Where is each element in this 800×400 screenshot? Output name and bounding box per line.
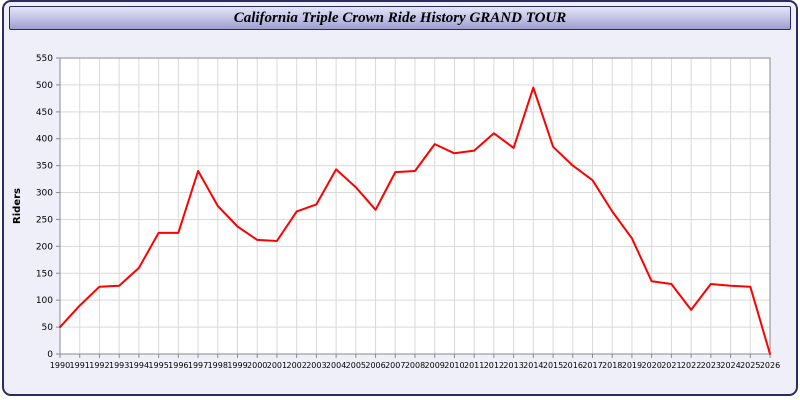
x-tick-label: 2007 <box>385 361 405 370</box>
x-tick-label: 2000 <box>247 361 267 370</box>
x-tick-label: 2001 <box>267 361 287 370</box>
x-tick-label: 1994 <box>129 361 149 370</box>
x-tick-label: 2017 <box>582 361 602 370</box>
y-tick-label: 550 <box>36 54 53 64</box>
x-tick-label: 1996 <box>168 361 188 370</box>
x-tick-label: 2005 <box>346 361 366 370</box>
x-tick-label: 2010 <box>444 361 464 370</box>
y-tick-label: 100 <box>36 296 53 306</box>
x-tick-label: 2021 <box>661 361 681 370</box>
y-tick-label: 50 <box>42 323 54 333</box>
ride-history-line <box>59 86 771 355</box>
x-tick-label: 2023 <box>701 361 721 370</box>
y-tick-label: 300 <box>36 189 53 199</box>
x-tick-label: 2026 <box>760 361 780 370</box>
x-tick-label: 2009 <box>425 361 445 370</box>
x-tick-label: 2003 <box>306 361 326 370</box>
x-tick-label: 2014 <box>523 361 543 370</box>
x-tick-label: 2020 <box>641 361 661 370</box>
plot-border <box>59 57 771 355</box>
x-tick-label: 2006 <box>365 361 385 370</box>
y-tick-label: 200 <box>36 242 53 252</box>
x-tick-label: 2002 <box>286 361 306 370</box>
x-tick-label: 2004 <box>326 361 346 370</box>
x-tick-label: 2018 <box>602 361 622 370</box>
x-tick-label: 2011 <box>464 361 484 370</box>
y-tick-label: 0 <box>47 350 53 360</box>
x-tick-label: 2022 <box>681 361 701 370</box>
y-tick-label: 250 <box>36 215 53 225</box>
x-tick-label: 2024 <box>720 361 740 370</box>
x-tick-label: 1999 <box>227 361 247 370</box>
y-tick-label: 350 <box>36 162 53 172</box>
x-tick-label: 1990 <box>50 361 70 370</box>
y-tick-label: 450 <box>36 108 53 118</box>
x-tick-label: 2025 <box>740 361 760 370</box>
x-tick-label: 2013 <box>503 361 523 370</box>
ride-history-chart: 0 50 100 150 200 250 300 350 400 450 500 550 1990 199… <box>8 46 796 386</box>
x-tick-label: 1991 <box>70 361 90 370</box>
title-bar: California Triple Crown Ride History GRA… <box>9 6 791 30</box>
x-tick-label: 2008 <box>405 361 425 370</box>
y-tick-label: 500 <box>36 81 53 91</box>
x-tick-label: 2012 <box>484 361 504 370</box>
x-tick-label: 1997 <box>188 361 208 370</box>
y-axis-title: Riders <box>12 188 23 224</box>
chart-title: California Triple Crown Ride History GRA… <box>233 9 567 26</box>
x-tick-label: 1993 <box>109 361 129 370</box>
x-tick-label: 2015 <box>543 361 563 370</box>
x-tick-label: 1992 <box>89 361 109 370</box>
x-tick-label: 2019 <box>622 361 642 370</box>
y-tick-label: 400 <box>36 135 53 145</box>
x-tick-label: 1998 <box>208 361 228 370</box>
x-tick-label: 2016 <box>563 361 583 370</box>
y-tick-label: 150 <box>36 269 53 279</box>
x-tick-label: 1995 <box>148 361 168 370</box>
